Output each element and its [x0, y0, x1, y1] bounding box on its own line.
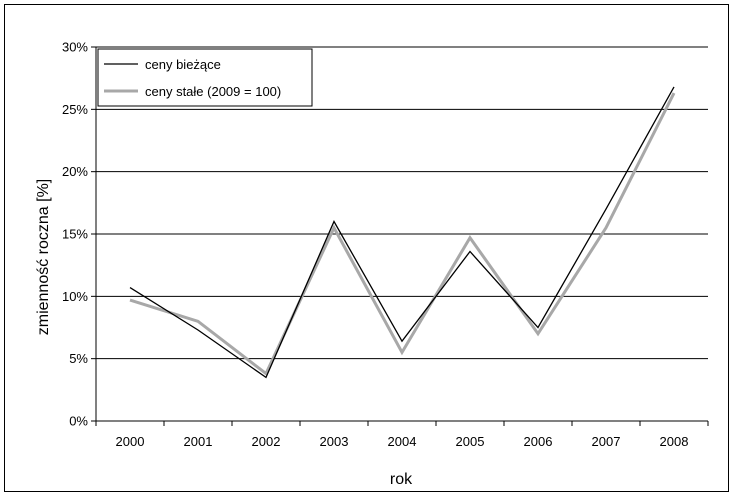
x-tick-label: 2007 [592, 434, 621, 449]
x-tick-labels: 2000 2001 2002 2003 2004 2005 2006 2007 2008 [116, 434, 689, 449]
legend: ceny bieżące ceny stałe (2009 = 100) [97, 48, 313, 107]
y-axis-title: zmienność roczna [%] [35, 179, 52, 336]
axes [91, 46, 709, 426]
series-line-ceny-biezace [129, 86, 675, 379]
x-tick-label: 2006 [524, 434, 553, 449]
y-tick-label: 10% [62, 289, 88, 304]
x-tick-label: 2004 [388, 434, 417, 449]
x-axis-title: rok [390, 471, 413, 488]
series-line-ceny-stale [129, 92, 676, 376]
legend-box [97, 48, 313, 107]
legend-label-ceny-biezace: ceny bieżące [145, 57, 221, 72]
y-tick-label: 20% [62, 164, 88, 179]
y-tick-label: 5% [69, 351, 88, 366]
x-tick-label: 2005 [456, 434, 485, 449]
y-tick-label: 25% [62, 102, 88, 117]
x-tick-label: 2003 [320, 434, 349, 449]
y-tick-labels: 0% 5% 10% 15% 20% 25% 30% [62, 40, 88, 429]
x-tick-label: 2001 [184, 434, 213, 449]
y-tick-label: 15% [62, 227, 88, 242]
x-tick-label: 2008 [660, 434, 689, 449]
x-tick-label: 2000 [116, 434, 145, 449]
series-group [129, 86, 676, 379]
x-tick-label: 2002 [252, 434, 281, 449]
gridlines [96, 46, 708, 360]
y-tick-label: 0% [69, 414, 88, 429]
y-tick-label: 30% [62, 40, 88, 55]
legend-label-ceny-stale: ceny stałe (2009 = 100) [145, 84, 281, 99]
